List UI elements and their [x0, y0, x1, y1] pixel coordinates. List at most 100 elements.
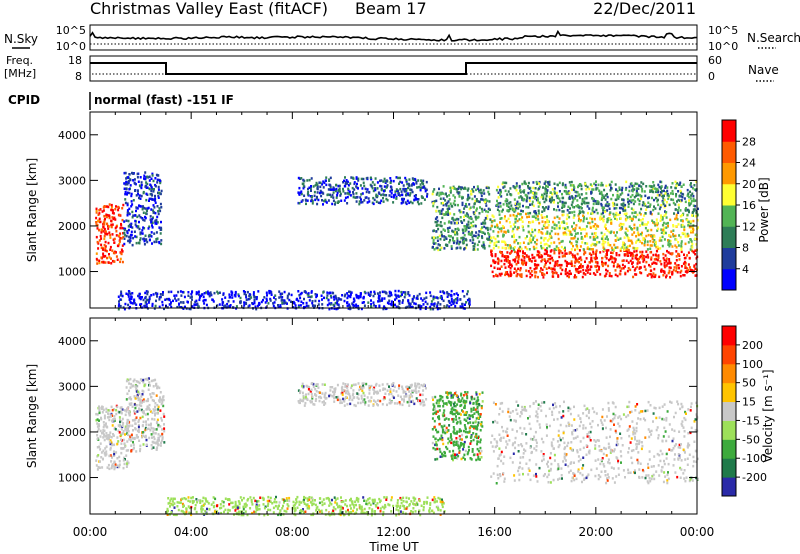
heatmap-cell	[413, 302, 416, 305]
heatmap-cell	[347, 392, 350, 395]
heatmap-cell	[123, 227, 126, 230]
heatmap-cell	[463, 207, 466, 210]
heatmap-cell	[499, 217, 502, 220]
heatmap-cell	[684, 266, 687, 269]
heatmap-cell	[450, 245, 453, 248]
heatmap-cell	[335, 187, 338, 191]
heatmap-cell	[137, 390, 140, 394]
heatmap-cell	[150, 192, 153, 196]
heatmap-cell	[458, 242, 461, 246]
heatmap-cell	[432, 435, 435, 438]
heatmap-cell	[482, 243, 485, 246]
heatmap-cell	[302, 394, 305, 398]
heatmap-cell	[643, 244, 646, 247]
heatmap-cell	[465, 239, 468, 242]
heatmap-cell	[605, 235, 608, 238]
heatmap-cell	[158, 296, 161, 299]
heatmap-cell	[437, 248, 440, 252]
heatmap-cell	[130, 382, 133, 386]
heatmap-cell	[605, 268, 607, 272]
nsearch-tick-high: 10^5	[708, 24, 738, 37]
heatmap-cell	[148, 197, 151, 201]
heatmap-cell	[111, 443, 114, 447]
heatmap-cell	[383, 290, 386, 294]
heatmap-cell	[152, 204, 155, 207]
heatmap-cell	[576, 258, 579, 262]
heatmap-cell	[659, 247, 662, 250]
heatmap-cell	[139, 447, 142, 451]
heatmap-cell	[647, 256, 650, 259]
heatmap-cell	[594, 223, 597, 226]
heatmap-cell	[459, 246, 462, 250]
heatmap-cell	[628, 199, 631, 202]
heatmap-cell	[149, 410, 152, 413]
heatmap-cell	[373, 304, 376, 307]
heatmap-cell	[621, 198, 623, 201]
heatmap-cell	[390, 195, 393, 198]
heatmap-cell	[134, 385, 137, 388]
heatmap-cell	[440, 297, 443, 300]
heatmap-cell	[143, 243, 146, 246]
heatmap-cell	[519, 191, 522, 194]
heatmap-cell	[509, 263, 511, 267]
heatmap-cell	[547, 185, 549, 188]
heatmap-cell	[461, 433, 464, 437]
heatmap-cell	[390, 179, 393, 183]
heatmap-cell	[399, 402, 402, 406]
heatmap-cell	[150, 235, 153, 238]
heatmap-cell	[656, 245, 659, 249]
heatmap-cell	[397, 294, 400, 297]
heatmap-cell	[412, 178, 415, 181]
heatmap-cell	[401, 398, 403, 401]
heatmap-cell	[572, 255, 575, 259]
heatmap-cell	[114, 218, 117, 221]
heatmap-cell	[356, 396, 359, 399]
heatmap-cell	[607, 238, 609, 241]
heatmap-cell	[126, 460, 129, 463]
heatmap-cell	[154, 197, 157, 200]
heatmap-cell	[655, 254, 658, 258]
heatmap-cell	[682, 274, 685, 277]
heatmap-cell	[315, 197, 318, 200]
heatmap-cell	[99, 208, 102, 211]
heatmap-cell	[405, 202, 408, 206]
heatmap-cell	[335, 183, 338, 187]
heatmap-cell	[398, 182, 400, 185]
heatmap-cell	[450, 403, 452, 407]
heatmap-cell	[456, 457, 459, 460]
heatmap-cell	[331, 395, 334, 398]
heatmap-cell	[139, 303, 141, 306]
heatmap-cell	[565, 252, 568, 255]
heatmap-cell	[447, 210, 449, 213]
heatmap-cell	[652, 261, 655, 264]
heatmap-cell	[224, 296, 227, 299]
nave-label: Nave	[748, 63, 779, 77]
heatmap-cell	[602, 250, 605, 253]
heatmap-cell	[370, 396, 373, 399]
heatmap-cell	[611, 248, 614, 251]
heatmap-cell	[98, 411, 101, 415]
heatmap-cell	[646, 240, 649, 243]
heatmap-cell	[386, 185, 388, 188]
heatmap-cell	[677, 241, 680, 244]
heatmap-cell	[477, 187, 480, 191]
heatmap-cell	[632, 215, 635, 218]
heatmap-cell	[695, 262, 698, 266]
heatmap-cell	[458, 191, 461, 194]
heatmap-cell	[149, 384, 151, 387]
heatmap-cell	[529, 211, 532, 215]
heatmap-cell	[341, 389, 344, 392]
heatmap-cell	[654, 275, 657, 278]
heatmap-cell	[469, 226, 472, 229]
heatmap-cell	[137, 419, 140, 422]
heatmap-cell	[98, 239, 101, 242]
heatmap-cell	[145, 443, 148, 446]
heatmap-cell	[336, 303, 339, 306]
heatmap-cell	[626, 254, 629, 257]
heatmap-cell	[529, 191, 532, 194]
heatmap-cell	[486, 228, 489, 232]
heatmap-cell	[680, 219, 683, 222]
heatmap-cell	[124, 190, 127, 194]
heatmap-cell	[616, 263, 619, 266]
heatmap-cell	[671, 271, 674, 275]
